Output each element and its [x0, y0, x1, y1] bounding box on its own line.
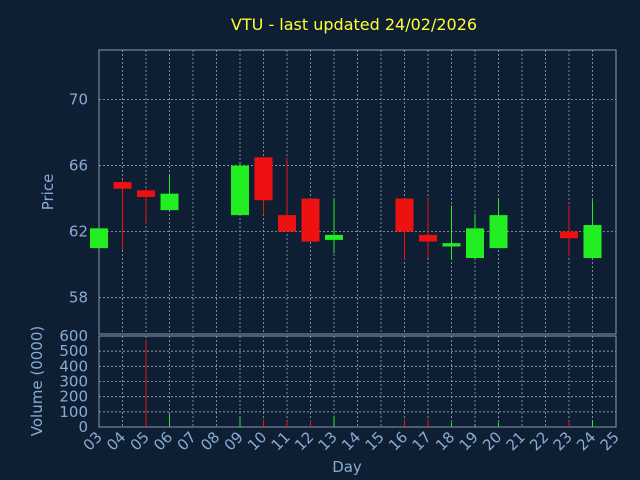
candle: [466, 213, 484, 259]
x-axis-label: Day: [332, 458, 362, 476]
candle-body: [278, 215, 296, 232]
x-tick-label: 08: [197, 428, 223, 454]
x-tick-label: 05: [127, 428, 153, 454]
x-tick-label: 09: [221, 428, 247, 454]
candle: [301, 198, 320, 242]
volume-tick-label: 500: [59, 342, 88, 360]
price-plot-frame: [98, 49, 617, 335]
x-axis-ticks: 0304050607080910111213141516171819202122…: [80, 428, 623, 454]
volume-tick-label: 600: [59, 327, 88, 345]
x-tick-label: 22: [526, 428, 552, 454]
candle-body: [442, 243, 461, 247]
candle-body: [301, 198, 320, 242]
x-tick-label: 16: [385, 428, 411, 454]
price-axis-label: Price: [39, 174, 57, 211]
candle-body: [419, 234, 437, 242]
candle-body: [560, 231, 578, 239]
candle-body: [466, 228, 484, 259]
candle-body: [90, 228, 108, 249]
price-tick-label: 62: [69, 223, 88, 241]
x-tick-label: 04: [103, 428, 129, 454]
candle: [113, 180, 132, 250]
price-panel: 58 62 66 70: [69, 49, 617, 335]
candle-body: [137, 190, 155, 197]
candle-body: [395, 198, 414, 232]
candle-body: [325, 234, 343, 240]
candle-body: [489, 215, 508, 249]
x-tick-label: 18: [432, 428, 458, 454]
x-tick-label: 24: [573, 428, 599, 454]
candle: [419, 198, 437, 259]
volume-plot-frame: [98, 335, 617, 428]
x-tick-label: 23: [550, 428, 576, 454]
x-tick-label: 06: [150, 428, 176, 454]
price-tick-label: 66: [69, 157, 88, 175]
candle: [254, 157, 273, 216]
candle: [325, 198, 343, 254]
candle: [231, 162, 249, 216]
candle-body: [113, 182, 132, 189]
x-tick-label: 07: [174, 428, 200, 454]
candle-body: [583, 225, 602, 259]
price-tick-label: 58: [69, 289, 88, 307]
x-tick-label: 15: [362, 428, 388, 454]
candle: [489, 198, 508, 249]
x-tick-label: 11: [268, 428, 294, 454]
candle-body: [160, 193, 179, 211]
candle: [278, 157, 296, 232]
chart-title: VTU - last updated 24/02/2026: [231, 15, 477, 34]
candle-body: [254, 157, 273, 201]
x-tick-label: 21: [503, 428, 529, 454]
x-tick-label: 19: [456, 428, 482, 454]
x-tick-label: 12: [291, 428, 317, 454]
candle: [90, 228, 108, 249]
volume-tick-label: 400: [59, 357, 88, 375]
volume-tick-label: 300: [59, 373, 88, 391]
candle: [583, 200, 602, 259]
x-tick-label: 20: [479, 428, 505, 454]
x-tick-label: 13: [315, 428, 341, 454]
candle: [560, 205, 578, 257]
x-tick-label: 25: [597, 428, 623, 454]
candle: [395, 198, 414, 260]
volume-tick-label: 100: [59, 403, 88, 421]
price-tick-label: 70: [69, 91, 88, 109]
candle: [160, 173, 179, 211]
volume-tick-label: 0: [78, 418, 88, 436]
candle: [137, 188, 155, 224]
volume-axis-label: Volume (0000): [28, 326, 46, 436]
candle: [442, 205, 461, 260]
x-tick-label: 10: [244, 428, 270, 454]
candle-body: [231, 165, 249, 216]
volume-tick-label: 200: [59, 388, 88, 406]
x-tick-label: 17: [409, 428, 435, 454]
x-tick-label: 14: [338, 428, 364, 454]
